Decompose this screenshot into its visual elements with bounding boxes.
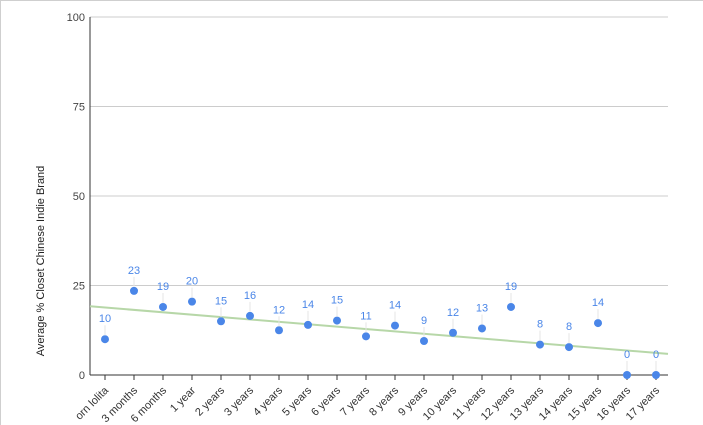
trendline: [89, 305, 669, 355]
data-label: 13: [476, 302, 488, 314]
axes: [89, 17, 668, 380]
data-label: 8: [537, 319, 543, 331]
data-label: 10: [99, 313, 111, 325]
data-point: [333, 316, 341, 325]
data-point: [304, 320, 312, 329]
y-tick-label: 25: [73, 281, 85, 293]
data-point: [652, 371, 660, 379]
data-label: 12: [273, 304, 285, 316]
x-tick-label: 3 years: [222, 384, 256, 418]
data-label: 14: [302, 299, 314, 311]
data-label: 16: [244, 290, 256, 302]
left-frame-border: [0, 0, 1, 425]
data-point: [362, 332, 370, 341]
data-point: [246, 311, 254, 320]
data-point: [565, 343, 573, 352]
data-points: [101, 286, 660, 379]
x-tick-label: 5 years: [280, 384, 314, 418]
data-point: [391, 321, 399, 330]
data-label: 8: [566, 321, 572, 333]
data-point: [188, 297, 196, 306]
data-point: [275, 326, 283, 335]
data-point: [159, 302, 167, 311]
data-point: [449, 328, 457, 337]
data-point: [420, 336, 428, 345]
x-tick-label: 2 years: [193, 384, 227, 418]
trendline-layer: [89, 305, 669, 355]
data-label: 14: [389, 300, 401, 312]
y-tick-label: 100: [67, 12, 85, 24]
data-label: 20: [186, 276, 198, 288]
data-label: 0: [653, 349, 659, 361]
data-label: 9: [421, 315, 427, 327]
data-point: [623, 371, 631, 379]
data-label: 19: [505, 281, 517, 293]
data-point: [101, 335, 109, 344]
x-tick-label: 8 years: [367, 384, 401, 418]
y-tick-labels: 0 25 50 75 100: [67, 12, 85, 382]
data-point: [507, 302, 515, 311]
data-label: 19: [157, 281, 169, 293]
y-tick-label: 75: [73, 102, 85, 114]
x-tick-label: 6 years: [309, 384, 343, 418]
x-tick-label: 4 years: [251, 384, 285, 418]
data-label: 15: [215, 295, 227, 307]
data-label: 12: [447, 307, 459, 319]
data-label: 23: [128, 265, 140, 277]
top-frame-border: [0, 0, 703, 1]
gridlines: [90, 16, 668, 286]
data-point: [478, 324, 486, 333]
data-label: 0: [624, 349, 630, 361]
data-point: [594, 319, 602, 328]
data-point: [217, 317, 225, 326]
data-label: 11: [360, 310, 371, 322]
y-axis-title: Average % Closet Chinese Indie Brand: [35, 166, 47, 357]
y-tick-label: 0: [79, 370, 85, 382]
data-point: [536, 340, 544, 349]
data-labels: 10 23 19 20 15 16 12 14 15 11 14 9 12 13 19 8 8 14 0 0: [99, 265, 659, 371]
data-label: 15: [331, 295, 343, 307]
x-tick-label: 7 years: [338, 384, 372, 418]
data-point: [130, 286, 138, 295]
y-tick-label: 50: [73, 191, 85, 203]
data-label: 14: [592, 297, 604, 309]
